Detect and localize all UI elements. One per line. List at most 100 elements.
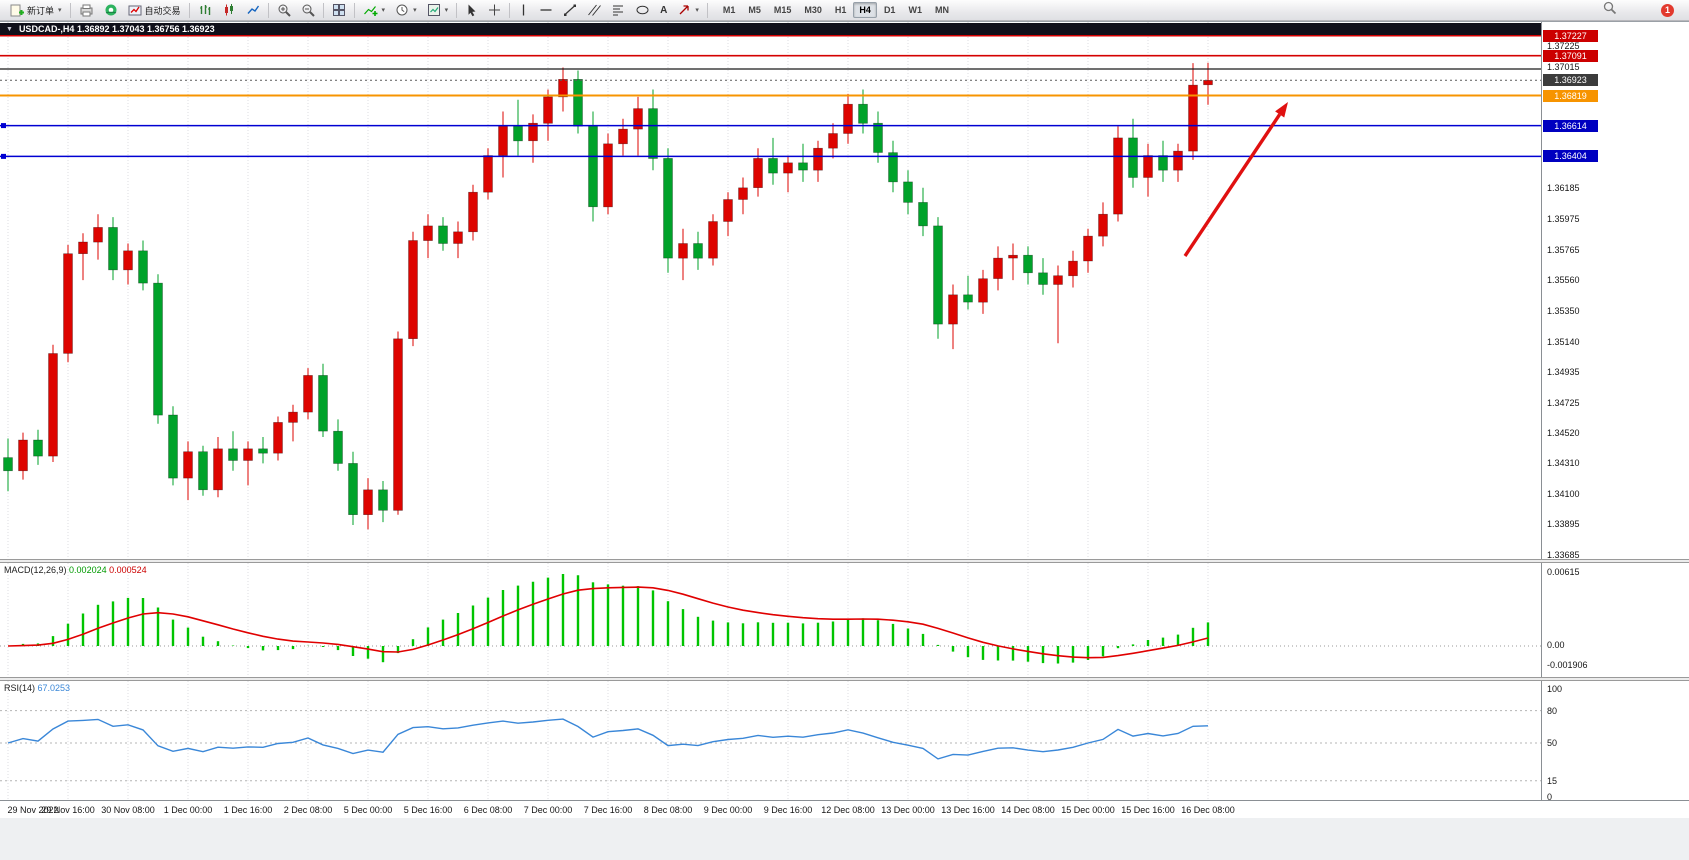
- line-handle: [1, 153, 6, 159]
- new-order-icon: [10, 3, 24, 17]
- rsi-panel-chart[interactable]: [0, 681, 1541, 800]
- price-tick: 1.34520: [1547, 427, 1580, 438]
- candle-body: [738, 187, 748, 200]
- timeframe-button-M15[interactable]: M15: [768, 2, 798, 18]
- time-label: 7 Dec 00:00: [523, 805, 573, 815]
- candle-body: [153, 282, 163, 416]
- toolbar-separator: [188, 2, 190, 18]
- timeframe-button-M5[interactable]: M5: [742, 2, 767, 18]
- price-chart[interactable]: [0, 22, 1541, 559]
- price-axis: 1.37227 1.37091 1.36923 1.36819 1.36614 1.364…: [1541, 22, 1616, 802]
- new-order-button[interactable]: 新订单 ▾: [5, 1, 67, 20]
- chevron-down-icon: ▾: [695, 6, 699, 14]
- candle-body: [303, 375, 313, 413]
- print-button[interactable]: [74, 1, 99, 20]
- candlestick-chart-button[interactable]: [217, 1, 241, 20]
- candle-body: [483, 155, 493, 193]
- zoom-in-button[interactable]: [272, 1, 296, 20]
- candle-body: [723, 199, 733, 222]
- candle-body: [858, 103, 868, 124]
- candlestick-chart-icon: [222, 3, 236, 17]
- vertical-line-tool-button[interactable]: [513, 1, 534, 20]
- templates-button[interactable]: ▾: [422, 1, 454, 20]
- chevron-down-icon: ▾: [58, 6, 62, 14]
- timeframe-button-W1[interactable]: W1: [902, 2, 928, 18]
- candle-body: [573, 78, 583, 127]
- community-button[interactable]: [99, 1, 123, 20]
- candle-body: [378, 489, 388, 511]
- candle-body: [678, 243, 688, 259]
- trend-arrow-head: [1275, 102, 1288, 118]
- candle-body: [1188, 84, 1198, 152]
- time-label: 6 Dec 08:00: [463, 805, 513, 815]
- candle-body: [318, 375, 328, 432]
- price-badge: 1.37227: [1543, 29, 1598, 42]
- channel-tool-button[interactable]: [582, 1, 606, 20]
- time-label: 30 Nov 08:00: [101, 805, 155, 815]
- price-tick: 1.35560: [1547, 275, 1580, 286]
- time-label: 13 Dec 16:00: [941, 805, 995, 815]
- candle-body: [873, 122, 883, 153]
- macd-value: 0.002024: [69, 565, 107, 575]
- chart-title-bar[interactable]: ▼ USDCAD-,H4 1.36892 1.37043 1.36756 1.3…: [0, 23, 1541, 35]
- shapes-tool-button[interactable]: [630, 1, 655, 20]
- level-lines[interactable]: [0, 34, 1541, 159]
- candle-body: [918, 202, 928, 227]
- time-label: 12 Dec 08:00: [821, 805, 875, 815]
- candle-body: [798, 162, 808, 171]
- candle-body: [18, 439, 28, 472]
- time-axis: 29 Nov 2022 29 Nov 16:00 30 Nov 08:00 1 Dec…: [0, 800, 1689, 819]
- tile-windows-button[interactable]: [327, 1, 351, 20]
- timeframe-button-D1[interactable]: D1: [878, 2, 902, 18]
- fibonacci-tool-button[interactable]: [606, 1, 630, 20]
- trendline-tool-button[interactable]: [558, 1, 582, 20]
- candle-body: [648, 108, 658, 159]
- candle-body: [93, 227, 103, 243]
- chevron-down-icon: ▾: [381, 6, 386, 14]
- panel-splitter[interactable]: [0, 677, 1689, 681]
- periods-button[interactable]: ▾: [390, 1, 422, 20]
- time-label: 15 Dec 00:00: [1061, 805, 1115, 815]
- candle-body: [78, 241, 88, 254]
- text-tool-button[interactable]: A: [655, 1, 672, 20]
- timeframe-button-M30[interactable]: M30: [798, 2, 828, 18]
- timeframe-button-H1[interactable]: H1: [829, 2, 853, 18]
- macd-panel-chart[interactable]: [0, 563, 1541, 677]
- time-label: 5 Dec 00:00: [343, 805, 393, 815]
- horizontal-line-tool-button[interactable]: [534, 1, 558, 20]
- toolbar-right-group: 1: [1603, 1, 1684, 20]
- line-chart-button[interactable]: [241, 1, 265, 20]
- autotrading-button[interactable]: 自动交易: [123, 1, 186, 20]
- candle-body: [528, 122, 538, 142]
- bar-chart-button[interactable]: [193, 1, 217, 20]
- search-icon[interactable]: [1603, 1, 1617, 20]
- tile-windows-icon: [332, 3, 346, 17]
- candle-body: [1203, 79, 1213, 86]
- candle-body: [1008, 254, 1018, 259]
- candle-body: [438, 225, 448, 244]
- toolbar-separator: [509, 2, 511, 18]
- indicators-button[interactable]: ▾: [358, 1, 391, 20]
- candle-body: [1113, 137, 1123, 215]
- cursor-button[interactable]: [460, 1, 483, 20]
- trend-arrow-annotation[interactable]: [1183, 102, 1288, 257]
- notification-badge[interactable]: 1: [1661, 3, 1674, 17]
- new-order-label: 新订单: [27, 5, 55, 16]
- zoom-out-button[interactable]: [296, 1, 320, 20]
- candle-body: [168, 414, 178, 479]
- candle-body: [33, 439, 43, 457]
- candle-body: [48, 353, 58, 457]
- candle-body: [393, 338, 403, 511]
- price-tick: 1.37015: [1547, 61, 1580, 72]
- panel-splitter[interactable]: [0, 559, 1689, 563]
- clock-icon: [395, 3, 409, 17]
- timeframe-button-M1[interactable]: M1: [717, 2, 742, 18]
- price-badge: 1.36923: [1543, 74, 1598, 87]
- arrows-tool-button[interactable]: ▾: [672, 1, 704, 20]
- price-tick: 1.34725: [1547, 397, 1580, 408]
- crosshair-button[interactable]: [483, 1, 506, 20]
- timeframe-button-MN[interactable]: MN: [929, 2, 955, 18]
- toolbar-separator: [706, 2, 708, 18]
- timeframe-button-H4[interactable]: H4: [853, 2, 877, 18]
- rsi-axis-label: 80: [1547, 705, 1558, 716]
